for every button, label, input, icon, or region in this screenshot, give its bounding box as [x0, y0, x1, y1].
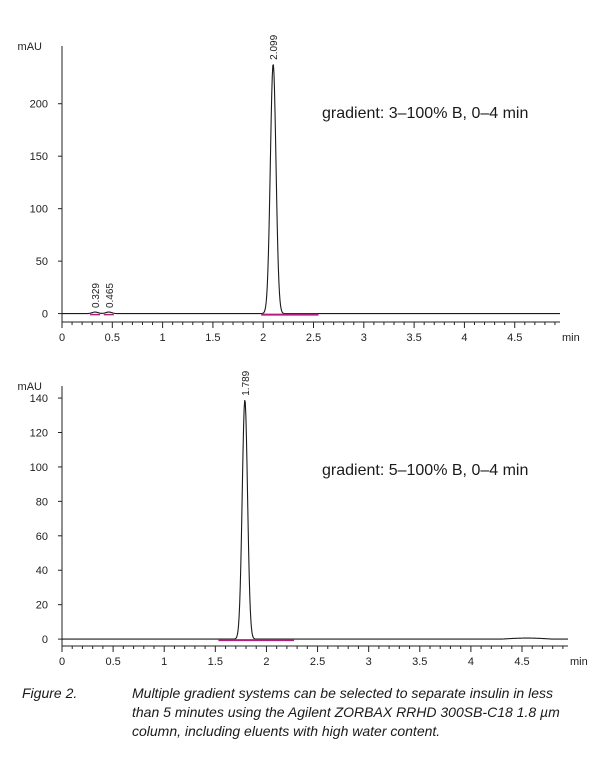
chromatogram-trace — [62, 64, 560, 315]
y-tick-label: 150 — [30, 151, 48, 163]
y-tick-label: 200 — [30, 99, 48, 111]
gradient-annotation: gradient: 5–100% B, 0–4 min — [322, 462, 528, 479]
y-tick-label: 80 — [36, 496, 48, 508]
x-tick-label: 2 — [260, 332, 266, 344]
y-tick-label: 100 — [30, 204, 48, 216]
x-tick-label: 0 — [59, 656, 65, 668]
peak-label: 0.465 — [105, 283, 116, 308]
y-tick-label: 40 — [36, 565, 48, 577]
x-tick-label: 1.5 — [205, 332, 220, 344]
y-tick-label: 60 — [36, 531, 48, 543]
y-tick-label: 120 — [30, 427, 48, 439]
x-tick-label: 1 — [161, 656, 167, 668]
x-tick-label: 0.5 — [105, 332, 120, 344]
y-axis-label: mAU — [18, 381, 43, 393]
x-tick-label: 0.5 — [105, 656, 120, 668]
x-tick-label: 3 — [361, 332, 367, 344]
x-axis-label: min — [570, 656, 588, 668]
peak-label: 1.789 — [241, 370, 252, 395]
x-axis-label: min — [562, 332, 580, 344]
y-axis-label: mAU — [18, 41, 43, 53]
x-tick-label: 1 — [160, 332, 166, 344]
x-tick-label: 4.5 — [507, 332, 522, 344]
y-tick-label: 50 — [36, 256, 48, 268]
y-tick-label: 0 — [42, 309, 48, 321]
chart-panel-1: 0 50 100 150 200 mAU 0 0.5 1 1.5 2 2.5 3 3.5 4 4.5 min 0.… — [18, 34, 580, 344]
x-tick-label: 4 — [461, 332, 467, 344]
x-tick-label: 2.5 — [310, 656, 325, 668]
x-tick-label: 2.5 — [306, 332, 321, 344]
x-tick-label: 3.5 — [412, 656, 427, 668]
peak-label: 2.099 — [269, 34, 280, 59]
peak-label: 0.329 — [91, 283, 102, 308]
y-tick-label: 100 — [30, 462, 48, 474]
x-tick-label: 4.5 — [514, 656, 529, 668]
y-tick-label: 20 — [36, 600, 48, 612]
y-tick-label: 140 — [30, 393, 48, 405]
x-tick-label: 1.5 — [208, 656, 223, 668]
x-tick-label: 2 — [263, 656, 269, 668]
y-tick-label: 0 — [42, 634, 48, 646]
chromatogram-trace — [62, 400, 568, 640]
x-tick-label: 3 — [366, 656, 372, 668]
x-tick-label: 3.5 — [406, 332, 421, 344]
caption-label: Figure 2. — [22, 685, 78, 701]
x-tick-label: 0 — [59, 332, 65, 344]
x-tick-label: 4 — [468, 656, 474, 668]
caption-text: Multiple gradient systems can be selecte… — [132, 685, 560, 739]
gradient-annotation: gradient: 3–100% B, 0–4 min — [322, 105, 528, 122]
